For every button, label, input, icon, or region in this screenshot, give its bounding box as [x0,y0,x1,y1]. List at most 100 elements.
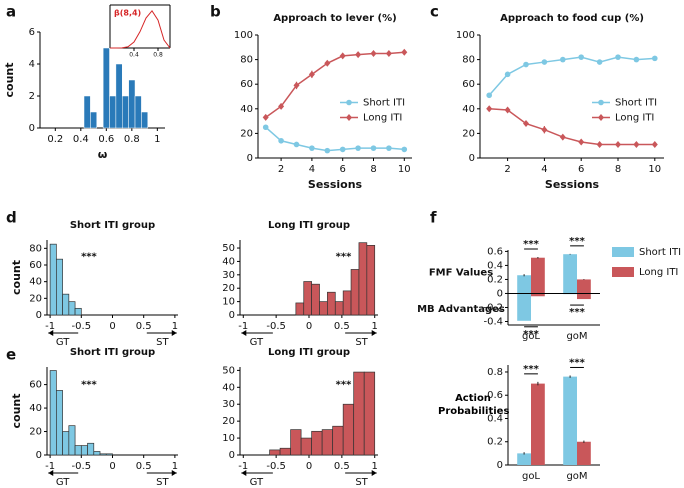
bar [80,445,88,456]
marker [541,126,548,134]
y-tick-label: 0 [497,460,503,471]
bar [321,429,334,456]
y-tick-label: 20 [29,293,42,304]
bar [109,95,117,129]
marker [370,49,377,57]
y-tick-label: 50 [222,243,235,254]
bar [363,371,376,456]
significance-label: *** [523,239,539,250]
x-tick-label: -0.5 [266,321,286,332]
x-tick-label: -0.5 [72,321,92,332]
bar [517,275,531,294]
bar [56,390,63,456]
bar [334,301,344,316]
bar [517,453,531,465]
y-tick-label: 0 [497,288,503,299]
bar [350,269,360,316]
bar [327,291,336,316]
legend-label: Long ITI [363,113,402,124]
legend-label: Long ITI [639,267,678,278]
bar [99,453,107,456]
arrow-head [48,470,54,476]
bar [68,301,76,316]
y-tick-label: 60 [462,79,475,90]
annotation: *** [81,252,97,263]
x-tick-label: 1 [154,134,160,145]
x-tick-label: 10 [648,164,661,175]
bar [122,95,129,129]
marker [278,102,285,110]
y-tick-label: 30 [222,270,235,281]
y-tick-label: 0.6 [487,390,503,401]
marker [504,106,511,114]
panel-label: c [430,3,439,21]
x-tick-label: 10 [398,164,411,175]
x-tick-label: -1 [238,461,248,472]
bar [517,293,531,321]
x-tick-label: -0.5 [266,461,286,472]
row-label: MB Advantages [417,304,505,315]
bar [342,403,355,456]
arrow-head [241,330,247,336]
y-tick-label: 60 [29,260,42,271]
marker [401,146,408,153]
bar [577,293,591,300]
x-tick-label: -0.5 [72,461,92,472]
y-tick-label: 100 [456,30,475,41]
panel-label: a [6,3,16,21]
direction-label: ST [156,477,169,488]
panel-label: f [430,209,437,227]
y-tick-label: 30 [222,399,235,410]
annotation: *** [81,380,97,391]
line [110,9,171,49]
bar [134,95,142,129]
bar [342,290,352,316]
marker [523,61,529,68]
marker [355,51,362,59]
y-tick-label: 50 [222,365,235,376]
marker [596,140,603,148]
y-tick-label: 20 [462,128,475,139]
x-tick-label: 1 [372,321,378,332]
marker [633,56,640,63]
marker [486,105,493,113]
marker [339,146,346,153]
x-axis-label: Sessions [545,178,600,191]
marker [339,52,346,60]
bar [295,302,305,316]
x-tick-label: 8 [370,164,376,175]
bar [102,47,110,129]
marker [293,81,300,89]
x-tick-label: goM [566,331,587,342]
x-tick-label: 2 [504,164,510,175]
marker [355,145,361,151]
y-axis-label: count [3,63,16,98]
significance-label: *** [523,329,539,340]
line [489,108,655,146]
x-tick-label: 0 [109,461,115,472]
y-tick-label: -0.4 [483,316,503,327]
y-tick-label: -0.2 [483,302,503,313]
direction-label: GT [250,337,264,348]
bar [74,445,82,456]
y-tick-label: 60 [29,380,42,391]
bar [269,449,281,456]
bar [563,376,577,465]
x-axis-label: Sessions [308,178,363,191]
marker [386,145,392,151]
bar [115,63,123,129]
significance-label: *** [569,236,585,247]
bar [577,441,591,465]
x-tick-label: 0.2 [47,134,63,145]
bar [358,242,368,316]
x-tick-label: 0.5 [136,321,152,332]
x-tick-label: 1 [172,461,178,472]
bar [531,257,545,294]
marker [523,120,529,128]
marker [293,141,300,148]
x-tick-label: 0.5 [334,461,350,472]
y-tick-label: 40 [222,382,235,393]
panel-label: d [6,209,17,227]
legend-marker [598,99,604,106]
